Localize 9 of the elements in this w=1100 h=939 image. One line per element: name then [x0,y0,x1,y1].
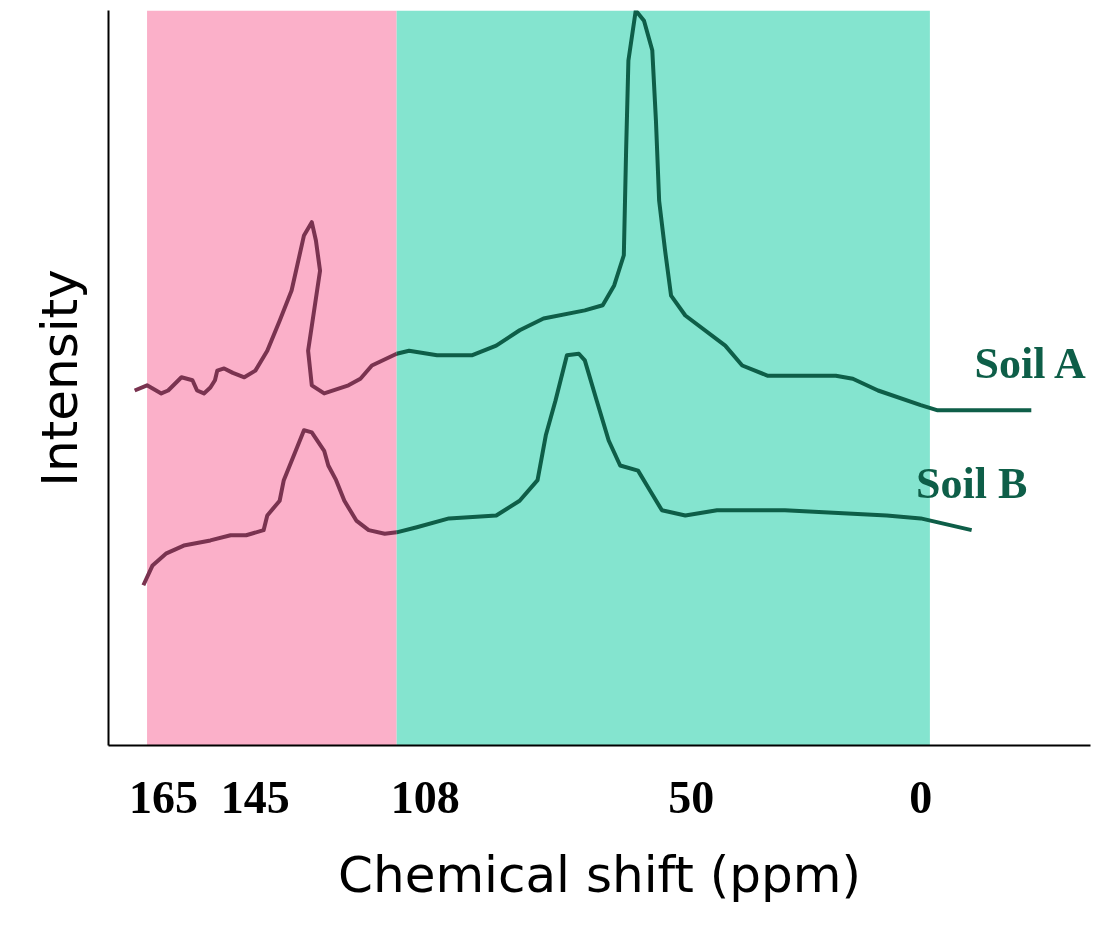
series-label: Soil A [974,339,1086,389]
y-axis-title: Intensity [30,269,89,487]
x-tick-label: 50 [668,771,715,823]
x-tick-label: 145 [220,771,290,823]
x-tick-label: 108 [390,771,460,823]
x-tick-label: 165 [129,771,199,823]
series-label: Soil B [916,459,1028,509]
x-axis-title: Chemical shift (ppm) [338,845,861,904]
x-tick-label: 0 [909,771,933,823]
